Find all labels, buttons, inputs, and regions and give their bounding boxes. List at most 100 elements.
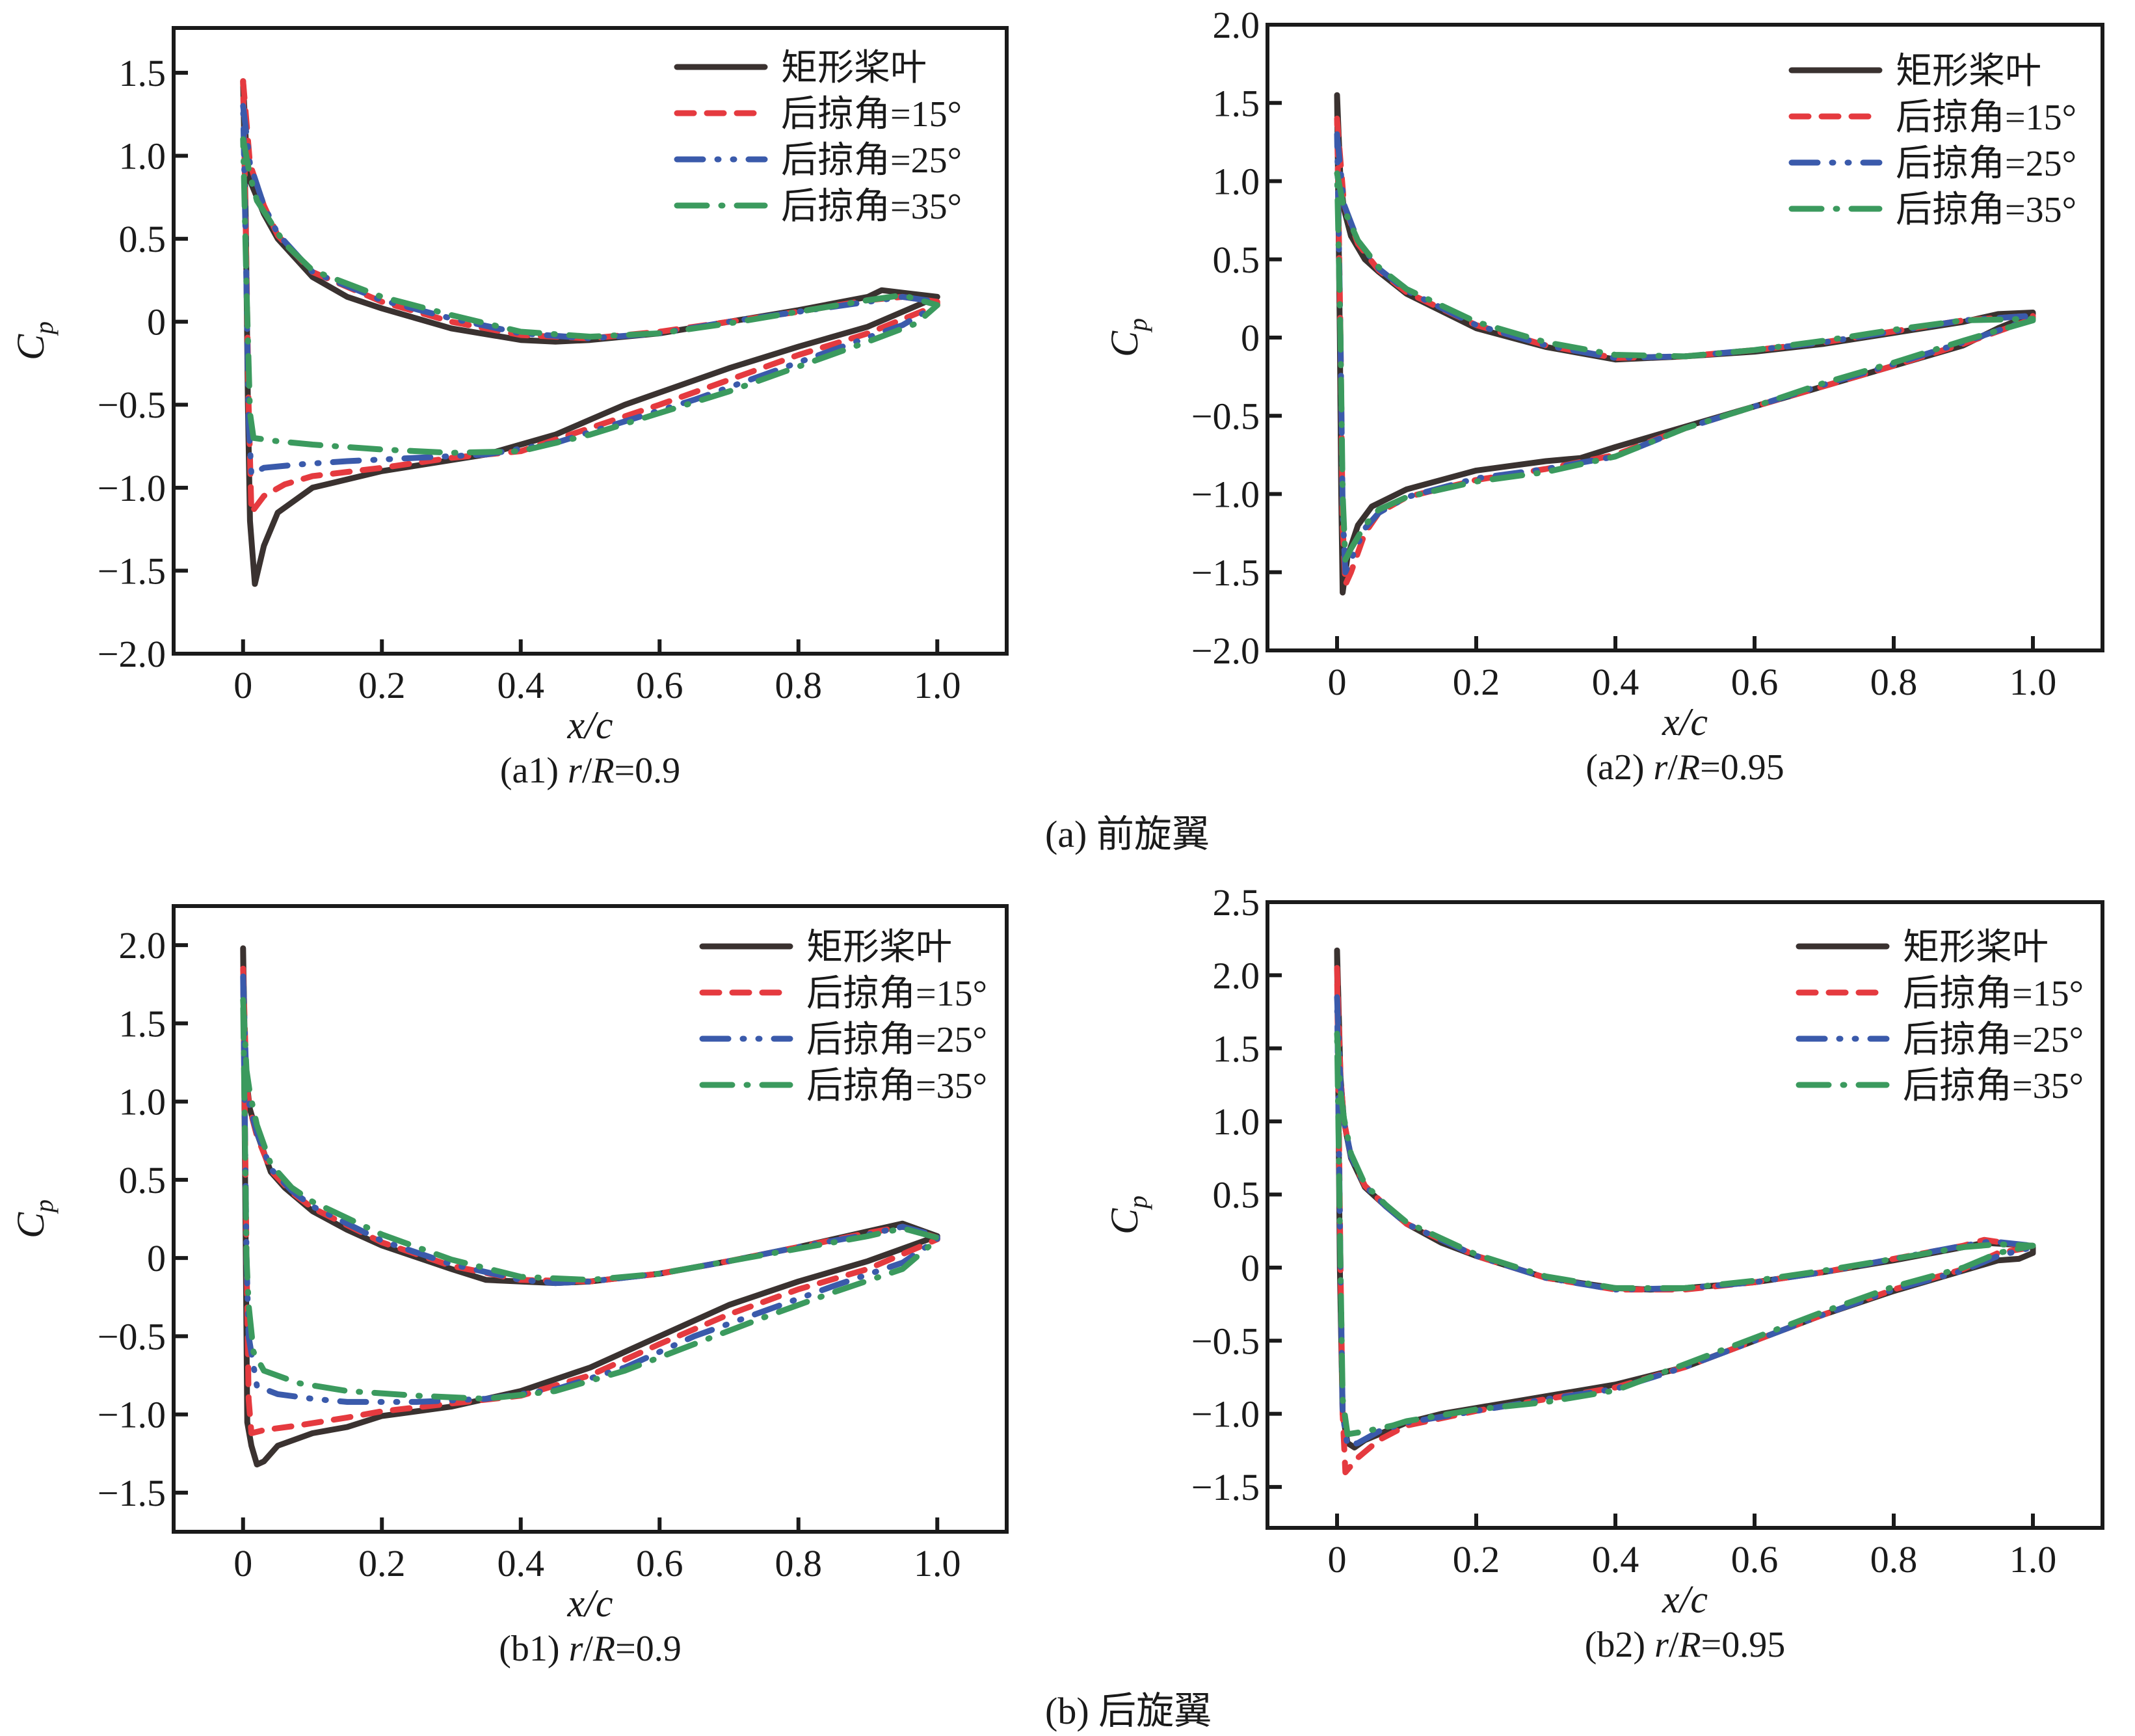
legend-label: 后掠角=35° xyxy=(806,1066,987,1106)
y-tick-label: −1.0 xyxy=(98,467,166,509)
x-tick-label: 1.0 xyxy=(914,1542,961,1584)
x-axis-label: x/c xyxy=(567,1582,613,1625)
y-axis-label-main: C xyxy=(9,334,52,360)
x-axis-label: x/c xyxy=(1662,1578,1708,1621)
legend-label: 后掠角=25° xyxy=(781,140,962,181)
x-tick-label: 0 xyxy=(1328,1538,1347,1581)
caption-slash: / xyxy=(582,751,592,791)
x-tick-label: 0 xyxy=(233,664,252,706)
y-tick-label: 1.5 xyxy=(1213,1028,1260,1070)
y-tick-label: 1.0 xyxy=(119,1081,166,1123)
y-tick-label: 1.0 xyxy=(119,135,166,177)
legend-label: 后掠角=25° xyxy=(1896,144,2076,184)
x-tick-label: 0.8 xyxy=(1870,661,1918,703)
y-tick-label: −1.5 xyxy=(98,1472,166,1514)
y-tick-label: 2.0 xyxy=(1213,4,1260,46)
panel-b2: 0 0.2 0.4 0.6 0.8 1.0 2.5 2.0 1.5 1.0 0.5 0 −0.5 −1.0… xyxy=(1103,881,2104,1665)
y-tick-label: 0 xyxy=(1241,1247,1260,1289)
x-tick-label: 1.0 xyxy=(2009,661,2057,703)
caption-r: r xyxy=(1654,1625,1669,1665)
caption-value: =0.95 xyxy=(1701,1625,1786,1665)
x-tick-label: 0.2 xyxy=(1453,1538,1500,1581)
y-tick-label: 1.5 xyxy=(119,1002,166,1045)
y-tick-label: 2.5 xyxy=(1213,881,1260,924)
caption-r: r xyxy=(1653,747,1667,788)
x-axis-label: x/c xyxy=(567,704,613,747)
series-sweep35-curve xyxy=(1334,1030,2036,1437)
y-axis-label-main: C xyxy=(9,1212,52,1238)
y-axis-label: Cp xyxy=(1103,318,1152,357)
caption-slash: / xyxy=(1667,747,1678,788)
y-axis-label-sub: p xyxy=(29,1199,59,1214)
caption-value: =0.95 xyxy=(1700,747,1784,788)
series-sweep15-curve xyxy=(1334,965,2036,1476)
caption-prefix: (b2) xyxy=(1585,1625,1654,1665)
y-tick-label: 2.0 xyxy=(119,924,166,967)
x-tick-label: 0.2 xyxy=(358,664,406,706)
legend-label: 矩形桨叶 xyxy=(1903,928,2049,968)
series-sweep35-curve xyxy=(1334,170,2036,563)
x-tick-label: 1.0 xyxy=(2009,1538,2057,1581)
legend-label: 矩形桨叶 xyxy=(1896,51,2041,92)
y-tick-label: 2.0 xyxy=(1213,954,1260,996)
legend-label: 后掠角=35° xyxy=(1896,190,2076,230)
y-axis-label: Cp xyxy=(9,321,59,360)
series-sweep35-curve xyxy=(240,996,940,1402)
caption-prefix: (b1) xyxy=(499,1629,568,1669)
x-tick-label: 0.8 xyxy=(775,1542,823,1584)
y-tick-label: 1.0 xyxy=(1213,161,1260,203)
legend-label: 后掠角=25° xyxy=(1903,1020,2084,1060)
y-tick-label: 1.5 xyxy=(119,52,166,94)
panel-caption: (a1) r/R=0.9 xyxy=(500,751,680,791)
caption-r: r xyxy=(569,1629,583,1669)
y-tick-label: 0 xyxy=(1241,317,1260,359)
x-tick-label: 0 xyxy=(233,1542,252,1584)
x-tick-label: 0.8 xyxy=(1870,1538,1918,1581)
y-axis-label-main: C xyxy=(1103,1208,1146,1235)
x-tick-label: 0.4 xyxy=(1592,1538,1639,1581)
y-axis-label: Cp xyxy=(1103,1195,1152,1235)
legend-label: 后掠角=15° xyxy=(781,94,962,135)
caption-prefix: (a1) xyxy=(500,751,568,791)
y-tick-label: −1.0 xyxy=(1191,474,1260,516)
x-tick-label: 0.6 xyxy=(1731,1538,1779,1581)
group-caption-b: (b) 后旋翼 xyxy=(1045,1690,1212,1732)
y-axis-label-sub: p xyxy=(1123,1195,1152,1210)
caption-slash: / xyxy=(1669,1625,1679,1665)
plot-frame xyxy=(172,904,1009,1534)
y-tick-label: −1.5 xyxy=(1191,1466,1260,1508)
caption-r: R xyxy=(1677,747,1700,788)
x-tick-label: 0.6 xyxy=(636,664,683,706)
panel-caption: (a2) r/R=0.95 xyxy=(1585,747,1784,788)
panel-a1: 0 0.2 0.4 0.6 0.8 1.0 1.5 1.0 0.5 0 −0.5 −1.0 −1.5 −2… xyxy=(9,26,1009,791)
caption-slash: / xyxy=(583,1629,593,1669)
y-axis-label-sub: p xyxy=(1123,318,1152,333)
panel-caption: (b1) r/R=0.9 xyxy=(499,1629,681,1669)
y-tick-label: −1.5 xyxy=(98,550,166,592)
x-tick-label: 0.6 xyxy=(1731,661,1779,703)
legend-label: 矩形桨叶 xyxy=(806,928,952,968)
y-axis-label-main: C xyxy=(1103,330,1146,357)
series-sweep25-curve xyxy=(1334,994,2036,1449)
x-tick-label: 0.2 xyxy=(358,1542,406,1584)
legend-label: 后掠角=15° xyxy=(1903,974,2084,1014)
x-axis-label: x/c xyxy=(1662,701,1708,743)
series-rect-curve xyxy=(240,78,940,587)
y-tick-label: 1.0 xyxy=(1213,1101,1260,1143)
y-tick-label: −1.5 xyxy=(1191,552,1260,594)
y-tick-label: −0.5 xyxy=(1191,1320,1260,1362)
plot-frame xyxy=(1266,900,2104,1530)
plot-frame xyxy=(172,26,1009,656)
legend-label: 后掠角=15° xyxy=(1896,98,2076,138)
y-axis-label-sub: p xyxy=(29,321,59,336)
y-tick-label: −1.0 xyxy=(98,1394,166,1436)
x-tick-label: 0.4 xyxy=(497,1542,545,1584)
legend-label: 后掠角=25° xyxy=(806,1020,987,1060)
y-tick-label: 1.5 xyxy=(1213,82,1260,124)
series-sweep35-curve xyxy=(240,136,940,456)
panel-caption: (b2) r/R=0.95 xyxy=(1585,1625,1785,1665)
